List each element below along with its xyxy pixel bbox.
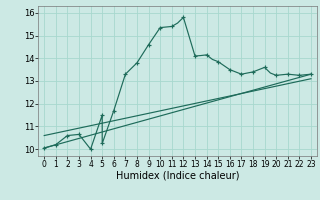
X-axis label: Humidex (Indice chaleur): Humidex (Indice chaleur)	[116, 171, 239, 181]
